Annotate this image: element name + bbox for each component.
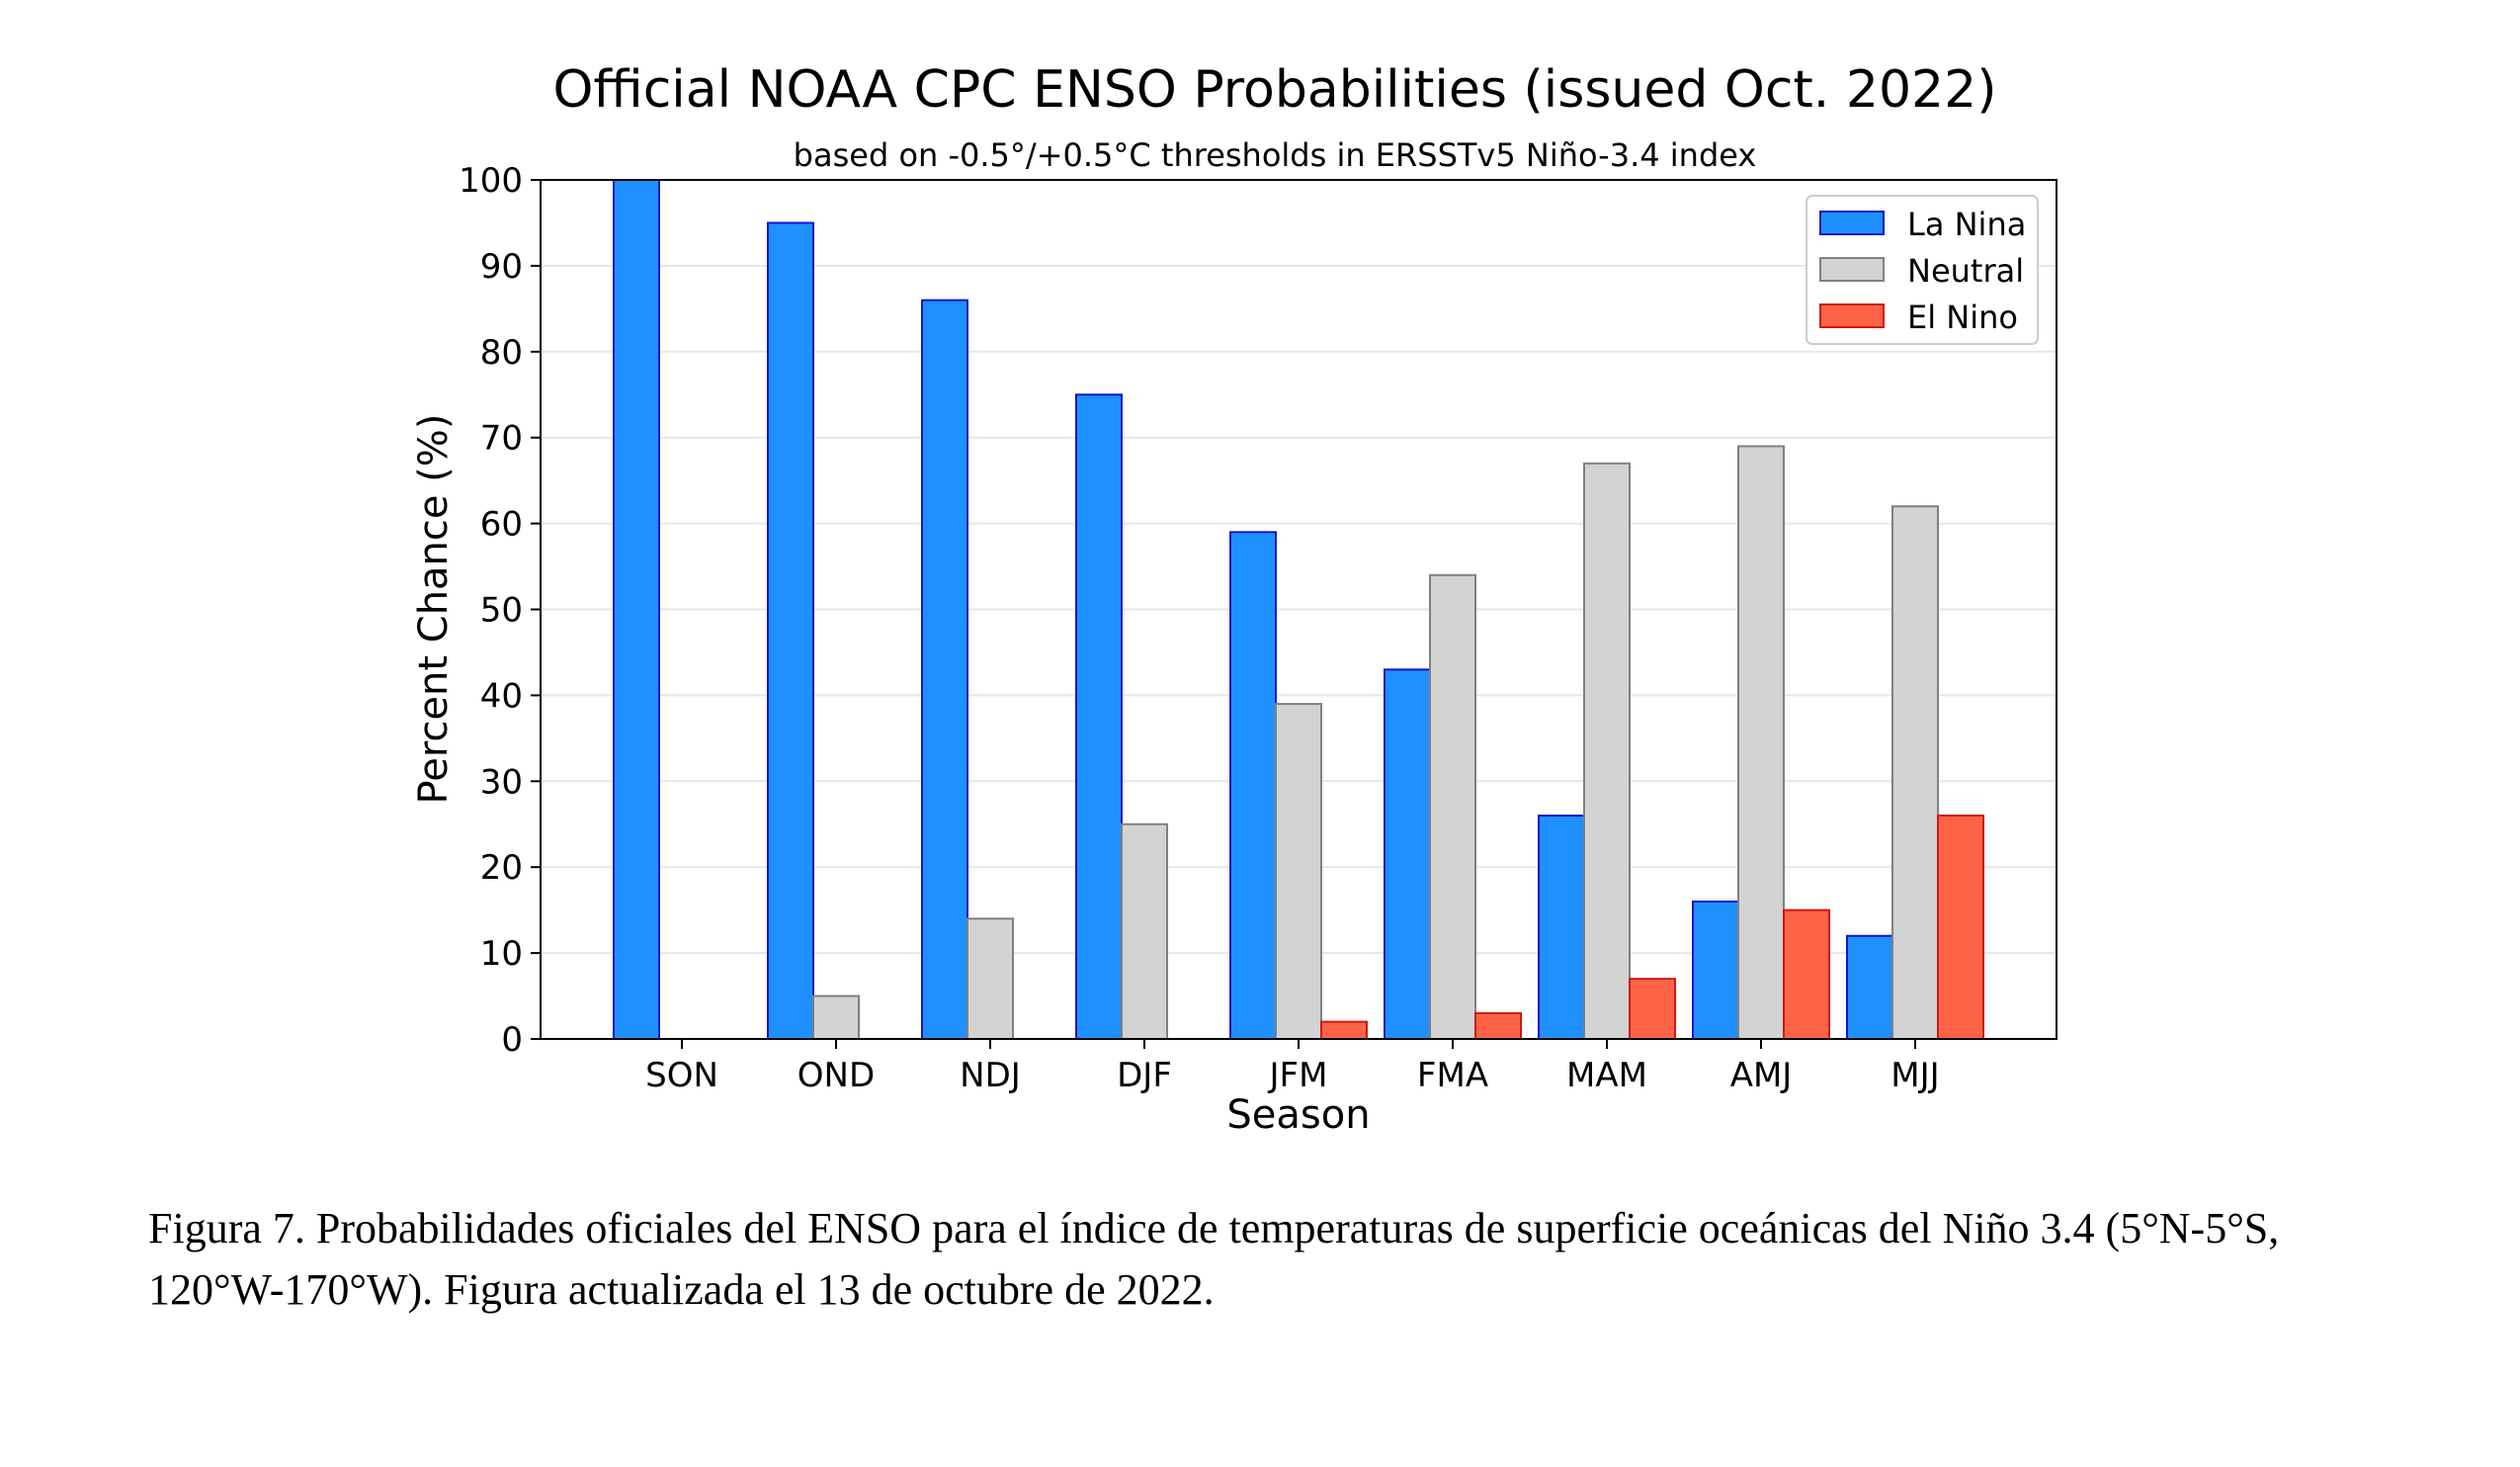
legend-swatch-el-nino — [1819, 303, 1885, 328]
y-tick-label: 90 — [480, 247, 523, 287]
y-tick-label: 10 — [480, 934, 523, 974]
y-tick-label: 0 — [501, 1020, 523, 1060]
bar-la-nina-son — [613, 179, 660, 1040]
figure-caption: Figura 7. Probabilidades oficiales del E… — [148, 1204, 2280, 1314]
bar-el-nino-mam — [1629, 978, 1676, 1040]
y-tick-label: 50 — [480, 591, 523, 631]
bar-neutral-ond — [812, 994, 860, 1040]
x-tick-label: DJF — [1117, 1056, 1172, 1095]
bar-el-nino-jfm — [1320, 1020, 1368, 1040]
legend-swatch-la-nina — [1819, 211, 1885, 235]
bar-neutral-amj — [1737, 445, 1785, 1040]
x-tick-label: JFM — [1268, 1056, 1328, 1095]
x-axis-label: Season — [1226, 1092, 1370, 1138]
y-tick-label: 40 — [480, 676, 523, 716]
bar-neutral-mam — [1583, 462, 1631, 1040]
x-tick-label: FMA — [1417, 1056, 1488, 1095]
bar-la-nina-fma — [1384, 668, 1431, 1041]
x-tick-label: MAM — [1566, 1056, 1647, 1095]
y-tick-label: 60 — [480, 505, 523, 545]
x-tick-label: MJJ — [1890, 1056, 1939, 1095]
bar-neutral-djf — [1121, 822, 1168, 1040]
bar-el-nino-fma — [1474, 1011, 1522, 1041]
x-tick-label: OND — [798, 1056, 875, 1095]
y-tick-label: 30 — [480, 762, 523, 802]
x-tick-label: SON — [645, 1056, 718, 1095]
bar-la-nina-djf — [1075, 393, 1123, 1040]
bar-el-nino-mjj — [1937, 815, 1984, 1040]
bar-la-nina-ond — [767, 221, 814, 1040]
bars — [613, 179, 1984, 1041]
bar-neutral-mjj — [1891, 505, 1939, 1040]
x-tick-label: AMJ — [1730, 1056, 1793, 1095]
y-tick-label: 80 — [480, 333, 523, 373]
legend-label-neutral: Neutral — [1907, 252, 2024, 290]
x-tick-label: NDJ — [960, 1056, 1021, 1095]
y-axis-ticks: 0 10 20 30 40 50 60 70 80 90 100 — [459, 161, 541, 1060]
y-tick-label: 100 — [459, 161, 523, 201]
bar-la-nina-mjj — [1846, 934, 1893, 1040]
y-axis-label: Percent Chance (%) — [411, 414, 457, 805]
bar-la-nina-amj — [1692, 900, 1739, 1041]
chart-title: Official NOAA CPC ENSO Probabilities (is… — [552, 60, 1996, 120]
y-tick-label: 70 — [480, 419, 523, 459]
x-axis-ticks: SON OND NDJ DJF JFM FMA MAM AMJ MJJ — [645, 1039, 1940, 1095]
legend-swatch-neutral — [1819, 257, 1885, 282]
bar-la-nina-mam — [1538, 815, 1585, 1040]
chart-subtitle: based on -0.5°/+0.5°C thresholds in ERSS… — [794, 136, 1757, 174]
bar-la-nina-ndj — [921, 299, 968, 1041]
legend: La Nina Neutral El Nino — [1806, 195, 2039, 345]
bar-el-nino-amj — [1783, 908, 1830, 1041]
bar-neutral-jfm — [1275, 703, 1322, 1041]
y-tick-label: 20 — [480, 848, 523, 888]
enso-probability-chart: Official NOAA CPC ENSO Probabilities (is… — [411, 60, 2058, 1138]
bar-neutral-ndj — [966, 917, 1014, 1041]
legend-label-el-nino: El Nino — [1907, 299, 2018, 336]
bar-la-nina-jfm — [1229, 531, 1277, 1040]
bar-neutral-fma — [1429, 573, 1476, 1040]
legend-label-la-nina: La Nina — [1907, 206, 2026, 243]
